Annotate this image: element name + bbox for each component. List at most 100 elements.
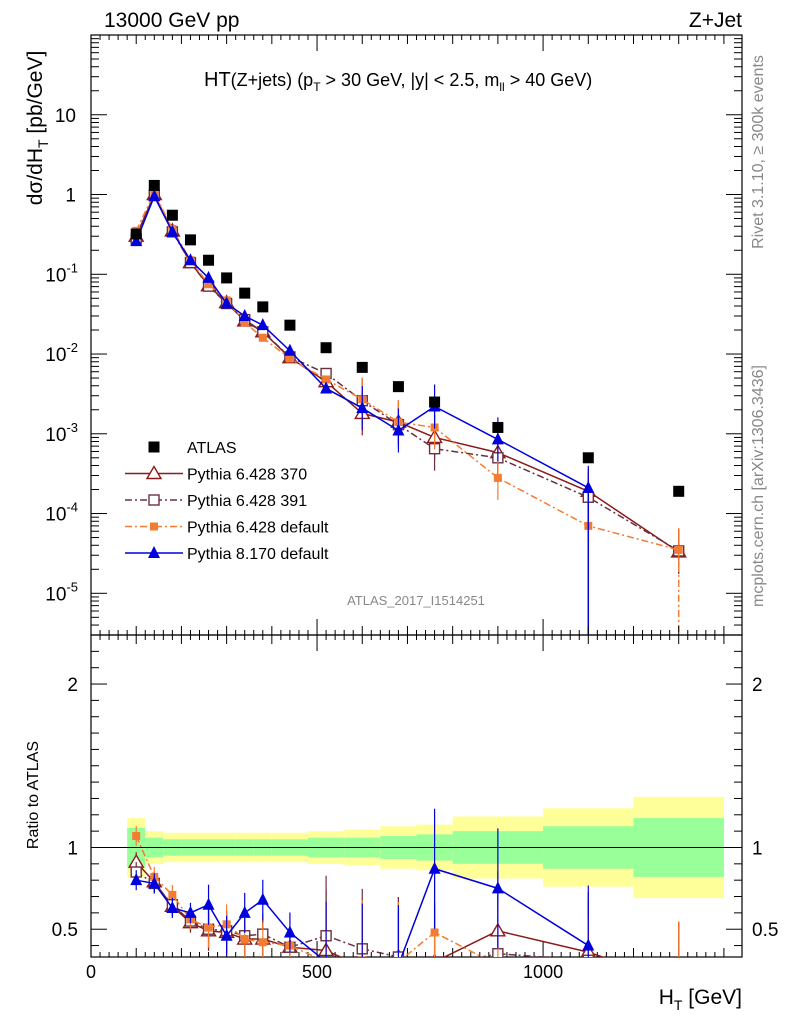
ratio-panel: 0 500 1000 0.5 0.5 1 1 2 2 [52,35,778,986]
ratio-tick-label-right: 2 [752,675,763,696]
data-point [221,272,233,284]
data-point [166,224,179,237]
data-point [355,960,369,972]
data-point [220,928,233,941]
data-point [494,961,502,969]
data-point [430,962,440,972]
data-point [130,228,142,240]
data-point [258,333,267,342]
ylabel-sub: T [35,139,51,148]
data-point [240,318,249,327]
ratio-line [135,835,484,957]
data-point [203,254,215,266]
data-point [491,432,504,445]
data-point [258,938,267,947]
data-point [582,480,595,493]
series-line [135,191,679,551]
xlabel-unit: [GeV] [682,986,742,1009]
data-point [220,296,233,309]
data-point [150,522,158,531]
y-tick-label: 1 [65,186,76,207]
header-left: 13000 GeV pp [104,9,239,32]
ratio-tick-label: 2 [67,675,78,696]
title-main: HT [204,69,231,91]
data-point [202,897,215,910]
legend-label: ATLAS [187,440,237,457]
ratio-tick-label: 1 [67,838,78,859]
ylabel-pre: dσ/dH [24,148,47,205]
x-axis-label: HT [GeV] [659,986,742,1013]
data-point [202,270,215,283]
data-point [582,938,595,951]
data-point [148,189,161,202]
data-point [582,452,594,464]
data-point [283,925,296,938]
ratio-tick-label: 0.5 [52,920,78,941]
data-point [284,319,296,331]
data-point [148,441,160,453]
ratio-y-label: Ratio to ATLAS [25,741,42,849]
x-tick-label: 0 [86,962,96,982]
data-point [166,209,178,221]
data-point [675,978,683,986]
xlabel-sub: T [674,997,683,1013]
data-point [204,923,213,932]
data-point [320,342,332,354]
data-point [184,905,197,918]
data-point [283,343,296,356]
data-point [491,881,504,894]
y-tick-label: 10-3 [45,420,78,446]
data-point [256,892,269,905]
data-point [493,473,502,482]
data-point [130,234,143,247]
main-frame [90,34,743,636]
main-panel: 10-5 10-4 10-3 10-2 10-1 1 10 [45,34,743,636]
legend-label: Pythia 8.170 default [187,546,329,563]
x-tick-label: 1000 [523,962,563,982]
ratio-line [135,861,605,957]
data-point [285,354,294,363]
data-point [239,287,251,299]
legend-label: Pythia 6.428 391 [187,493,307,510]
data-point [148,494,160,506]
data-point [392,381,404,393]
data-point [238,905,251,918]
legend-label: Pythia 6.428 default [187,520,329,537]
data-point [673,485,685,497]
ratio-tick-label-right: 1 [752,838,763,859]
x-tick-label: 500 [302,962,332,982]
header-right: Z+Jet [689,9,742,32]
ylabel-unit: [pb/GeV] [24,51,47,140]
data-point [132,832,141,841]
data-point [168,890,177,899]
plot-title: HT(Z+jets) (pT > 30 GeV, |y| < 2.5, mll >… [204,69,592,94]
ratio-line [135,871,554,957]
y-tick-label: 10-4 [45,500,78,526]
mcplots-label: mcplots.cern.ch [arXiv:1306.3436] [750,365,767,607]
data-point [184,253,197,266]
data-point [204,280,213,289]
legend-label: Pythia 6.428 370 [187,467,307,484]
title-sub-z: (Z+jets) [231,70,293,90]
title-open: (p [297,70,313,90]
data-point [257,301,269,313]
data-point [392,423,405,436]
data-point [145,465,163,480]
data-point [362,956,363,957]
title-sub-ll: ll [499,80,504,94]
y-tick-label: 10 [55,106,76,127]
data-point [238,308,251,321]
data-point [430,928,439,937]
data-point [356,401,369,414]
y-axis-label: dσ/dHT [pb/GeV] [24,51,51,206]
data-point [256,318,269,331]
data-point [320,381,333,394]
data-point [392,958,404,970]
data-point [322,375,331,384]
data-point [148,876,161,889]
data-point [148,179,160,191]
ratio-tick-label-right: 0.5 [752,920,778,941]
y-tick-label: 10-5 [45,579,78,605]
data-point [429,396,441,408]
